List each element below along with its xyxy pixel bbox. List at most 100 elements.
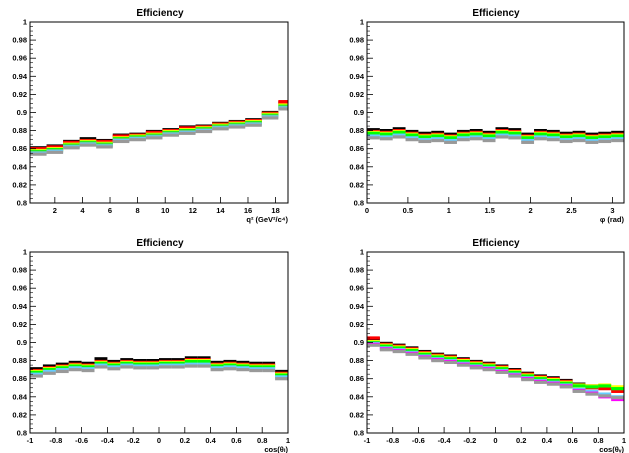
y-tick-label: 0.94 [349,72,364,81]
data-bin [96,139,113,144]
data-bin [146,366,159,370]
data-bin [611,389,624,393]
data-bin [521,374,535,378]
data-bin [63,146,80,150]
y-tick-label: 0.94 [12,72,27,81]
x-axis-label: q² (GeV²/c⁴) [246,215,288,224]
chart-panel-1: Efficiency 0.8 0.82 0.84 0.86 0.88 0.9 0.92 0.94… [12,8,289,224]
plot-frame [29,21,289,204]
x-tick-label: 0.2 [516,436,526,445]
data-bin [611,138,624,143]
x-tick-label: 0.4 [542,436,553,445]
data-bin [508,136,522,140]
data-bin [55,366,69,370]
data-bin [236,364,250,368]
y-tick-label: 0.96 [349,284,364,293]
y-tick-label: 0.9 [17,338,27,347]
data-bin [521,132,535,136]
series-4 [367,130,624,140]
data-bin [79,137,97,141]
x-tick-label: 0 [157,436,161,445]
data-bin [611,137,624,141]
chart-title: Efficiency [472,238,520,249]
data-bin [546,138,560,142]
data-bin [521,138,535,143]
x-tick-label: 8 [136,206,140,215]
y-tick-label: 1 [360,248,364,257]
data-bin [585,136,599,140]
data-bin [30,147,47,151]
y-tick-label: 0.98 [349,36,364,45]
data-bin [508,128,522,132]
x-tick-label: 2 [529,206,533,215]
x-tick-label: -0.8 [386,436,399,445]
data-bin [262,367,276,371]
y-tick-label: 0.88 [12,126,27,135]
plot-frame [366,251,625,434]
data-bin [469,362,483,366]
data-bin [129,138,146,142]
data-bin [546,129,560,134]
data-bin [392,349,406,354]
data-bin [444,140,457,144]
series-4 [30,359,288,377]
data-bin [275,369,288,374]
data-bin [262,368,276,373]
data-bin [367,134,380,138]
data-bin [55,362,69,366]
data-bin [521,378,535,382]
data-bin [456,129,470,134]
data-bin [145,136,163,140]
data-bin [236,366,250,370]
data-bin [534,377,547,381]
y-tick-label: 0.82 [349,410,364,419]
data-bin [444,132,457,136]
data-bin [482,138,496,143]
plot-frame [29,251,289,434]
data-bin [392,130,406,135]
series-5 [30,362,288,379]
y-tick-label: 1 [360,18,364,27]
data-bin [559,138,573,142]
data-bin [469,135,483,139]
data-bin [81,368,95,373]
data-bin [81,367,95,371]
data-bin [379,129,393,133]
data-bin [469,366,483,370]
data-bin [572,138,586,143]
data-bin [598,392,612,396]
series-6 [30,364,288,381]
data-bin [81,361,95,365]
data-bin [572,134,586,138]
data-bin [418,352,432,356]
data-bin [46,145,64,149]
data-bin [431,359,445,363]
y-tick-label: 0.96 [12,54,27,63]
x-axis-label: φ (rad) [600,215,625,224]
data-bin [598,131,612,135]
data-bin [275,375,288,379]
data-bin [212,127,229,131]
data-bin [572,384,586,388]
data-bin [418,356,432,360]
data-bin [482,364,496,368]
data-bin [482,368,496,372]
data-bin [508,370,522,374]
data-bin [546,136,560,140]
data-bin [146,359,159,363]
data-bin [495,370,509,374]
data-bin [379,344,393,348]
data-bin [210,368,224,372]
y-tick-label: 0.9 [17,108,27,117]
data-bin [534,137,547,141]
y-tick-label: 0.8 [354,199,364,208]
data-bin [482,134,496,138]
x-tick-label: 14 [216,206,225,215]
y-tick-label: 0.98 [349,266,364,275]
data-bin [585,140,599,144]
x-tick-label: 0.6 [567,436,577,445]
data-bin [444,138,457,143]
data-bin [197,359,211,364]
x-tick-label: 1 [622,436,626,445]
